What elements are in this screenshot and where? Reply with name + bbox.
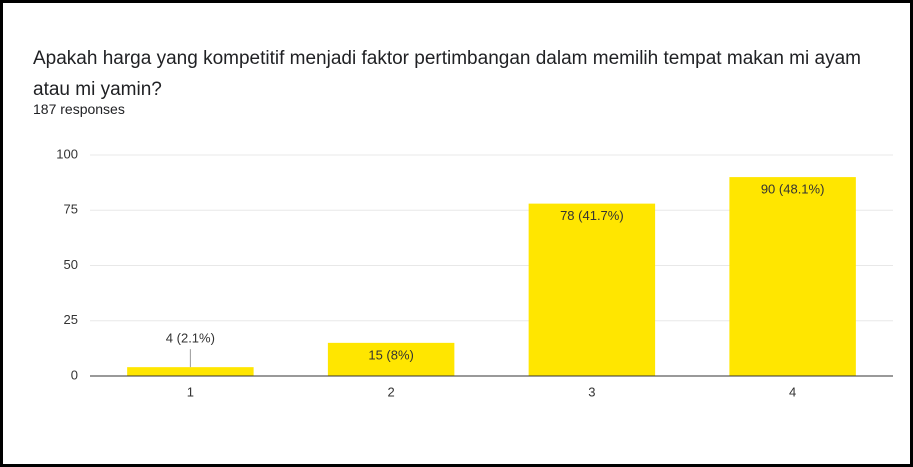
bar xyxy=(729,177,856,376)
bar xyxy=(127,367,254,376)
x-tick-label: 4 xyxy=(789,384,796,399)
bar xyxy=(528,203,656,376)
chart-title: Apakah harga yang kompetitif menjadi fak… xyxy=(33,48,861,100)
data-label: 90 (48.1%) xyxy=(761,182,825,197)
data-label: 78 (41.7%) xyxy=(560,208,624,223)
chart: 0 25 50 75 100 1 4 (2.1%) 2 15 (8%) 3 78 (41.7%) 4 9… xyxy=(56,146,893,399)
y-tick-label: 100 xyxy=(56,146,78,161)
y-tick-label: 0 xyxy=(71,367,78,382)
response-count: 187 responses xyxy=(33,101,125,117)
x-tick-label: 2 xyxy=(388,384,395,399)
x-tick-label: 3 xyxy=(588,384,595,399)
y-tick-label: 25 xyxy=(64,312,78,327)
data-label: 15 (8%) xyxy=(368,347,414,362)
bar xyxy=(327,342,455,376)
y-tick-label: 75 xyxy=(64,202,78,217)
x-tick-label: 1 xyxy=(187,384,194,399)
y-tick-label: 50 xyxy=(64,257,78,272)
data-label: 4 (2.1%) xyxy=(166,331,215,346)
